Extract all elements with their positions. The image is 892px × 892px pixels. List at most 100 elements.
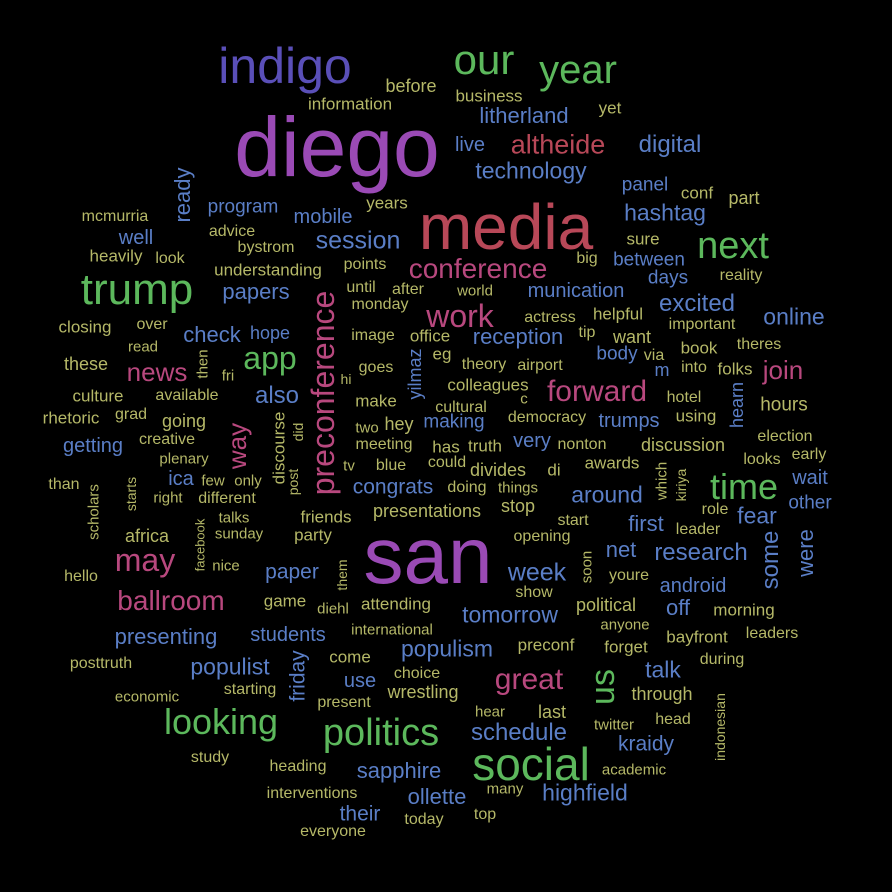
word-bystrom: bystrom	[237, 239, 295, 256]
word-social: social	[472, 738, 590, 790]
word-congrats: congrats	[352, 475, 434, 499]
word-highfield: highfield	[542, 779, 628, 806]
word-hours: hours	[760, 394, 808, 416]
word-panel: panel	[621, 174, 669, 196]
word-image: image	[351, 327, 395, 344]
word-twitter: twitter	[593, 716, 635, 734]
word-kiriya: kiriya	[673, 468, 689, 502]
word-media: media	[418, 191, 594, 263]
word-around: around	[571, 481, 643, 508]
word-youre: youre	[608, 567, 650, 584]
word-creative: creative	[138, 431, 196, 448]
word-us: us	[584, 669, 622, 705]
word-their: their	[339, 802, 381, 826]
word-first: first	[628, 511, 664, 536]
word-sure: sure	[626, 229, 660, 249]
word-meeting: meeting	[355, 436, 413, 453]
word-trump: trump	[80, 265, 194, 314]
word-students: students	[250, 624, 326, 646]
word-international: international	[351, 621, 433, 639]
word-role: role	[701, 501, 729, 518]
word-politics: politics	[322, 712, 440, 754]
word-populist: populist	[190, 653, 270, 680]
word-opening: opening	[513, 528, 571, 545]
word-has: has	[432, 437, 460, 457]
word-anyone: anyone	[600, 616, 650, 634]
word-great: great	[494, 663, 564, 696]
word-program: program	[207, 196, 279, 218]
word-show: show	[515, 584, 553, 601]
word-things: things	[497, 479, 539, 497]
word-last: last	[537, 702, 567, 722]
word-points: points	[343, 256, 387, 273]
word-time: time	[709, 466, 779, 507]
word-until: until	[346, 279, 376, 296]
word-other: other	[788, 492, 832, 514]
word-them: them	[334, 559, 350, 591]
word-ollette: ollette	[407, 784, 467, 809]
word-into: into	[681, 359, 707, 376]
word-morning: morning	[713, 600, 775, 620]
word-hear: hear	[474, 703, 506, 721]
word-truth: truth	[467, 436, 503, 456]
word-papers: papers	[222, 279, 290, 304]
word-make: make	[355, 391, 397, 411]
word-fear: fear	[737, 502, 777, 529]
word-soon: soon	[578, 550, 596, 584]
word-which: which	[653, 461, 671, 501]
word-talk: talk	[645, 656, 681, 683]
word-choice: choice	[393, 665, 441, 682]
word-helpful: helpful	[592, 304, 644, 324]
word-africa: africa	[124, 526, 170, 546]
word-making: making	[423, 411, 485, 433]
word-through: through	[631, 684, 693, 704]
word-using: using	[675, 406, 717, 426]
word-heading: heading	[269, 758, 327, 775]
word-colleagues: colleagues	[447, 375, 529, 395]
word-book: book	[680, 338, 718, 358]
word-then: then	[194, 349, 212, 379]
word-theres: theres	[736, 336, 782, 353]
word-san: san	[363, 511, 493, 600]
word-bayfront: bayfront	[666, 627, 728, 647]
word-between: between	[613, 249, 685, 271]
word-interventions: interventions	[266, 785, 358, 802]
word-theory: theory	[461, 356, 507, 373]
word-yilmaz: yilmaz	[405, 348, 425, 400]
word-excited: excited	[658, 290, 736, 317]
word-technology: technology	[475, 157, 587, 184]
word-looks: looks	[743, 451, 781, 468]
word-advice: advice	[208, 223, 256, 240]
word-attending: attending	[361, 594, 431, 614]
word-wait: wait	[792, 467, 828, 489]
word-folks: folks	[717, 359, 753, 379]
word-hearn: hearn	[727, 381, 747, 429]
word-well: well	[118, 227, 154, 249]
word-game: game	[263, 591, 307, 611]
word-going: going	[161, 411, 207, 431]
word-tomorrow: tomorrow	[462, 601, 558, 628]
word-actress: actress	[524, 309, 576, 326]
word-news: news	[126, 357, 188, 387]
word-wrestling: wrestling	[387, 682, 459, 702]
word-top: top	[473, 806, 497, 823]
word-right: right	[153, 489, 183, 507]
word-populism: populism	[400, 635, 494, 662]
word-year: year	[539, 48, 617, 92]
word-scholars: scholars	[85, 484, 103, 540]
word-body: body	[596, 343, 638, 365]
word-look: look	[155, 250, 185, 267]
word-political: political	[575, 595, 637, 615]
word-presentations: presentations	[372, 501, 482, 521]
word-start: start	[557, 512, 589, 529]
word-hello: hello	[64, 568, 98, 585]
word-party: party	[294, 525, 332, 545]
word-head: head	[655, 711, 691, 728]
word-also: also	[254, 382, 300, 409]
word-use: use	[343, 670, 377, 692]
word-only: only	[234, 472, 262, 490]
word-present: present	[317, 694, 371, 711]
word-part: part	[728, 188, 760, 208]
word-fri: fri	[221, 367, 235, 385]
